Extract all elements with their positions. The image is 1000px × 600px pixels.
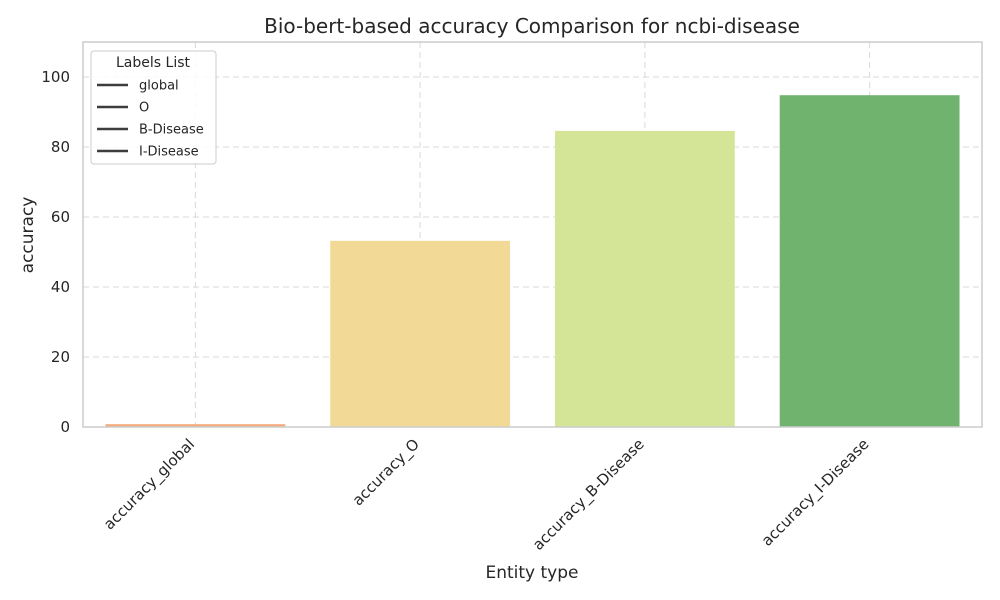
bar [779, 95, 960, 427]
plot-frame [82, 41, 983, 428]
y-axis-label: accuracy [18, 197, 38, 274]
bar [554, 130, 735, 427]
legend-entry-label: global [139, 79, 179, 94]
bars [105, 95, 960, 427]
y-tick-label: 80 [51, 138, 70, 156]
legend: Labels List global O B-Disease I-Disease [90, 50, 217, 165]
bar [105, 424, 286, 427]
y-tick-label: 60 [51, 208, 70, 226]
legend-box [90, 50, 217, 165]
y-tick-label: 100 [41, 68, 70, 86]
legend-entry-label: B-Disease [139, 123, 204, 138]
x-axis-label: Entity type [485, 563, 578, 583]
legend-title: Labels List [116, 55, 190, 71]
legend-entry-label: I-Disease [139, 145, 199, 160]
chart-title: Bio-bert-based accuracy Comparison for n… [264, 14, 800, 38]
y-tick-label: 0 [60, 418, 70, 436]
legend-items: global O B-Disease I-Disease [97, 79, 204, 160]
y-tick-label: 20 [51, 348, 70, 366]
y-tick-labels: 0 20 40 60 80 100 [41, 68, 70, 436]
y-tick-label: 40 [51, 278, 70, 296]
legend-entry-label: O [139, 101, 149, 116]
bar [330, 240, 511, 427]
